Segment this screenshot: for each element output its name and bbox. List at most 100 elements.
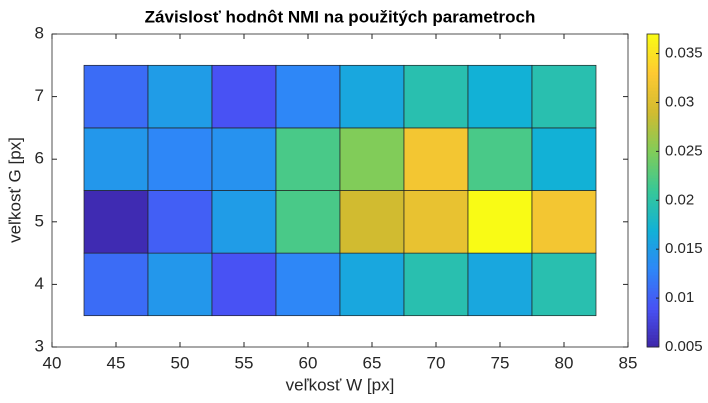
y-tick-label: 4 [35,274,44,293]
colorbar-segment [647,174,659,179]
heatmap-cell [83,127,149,191]
colorbar-segment [647,127,659,132]
colorbar-segment [647,62,659,66]
colorbar-segment [647,249,659,254]
colorbar-segment [647,228,659,232]
y-tick-label: 8 [35,23,44,42]
colorbar-tick-label: 0.01 [665,289,694,306]
heatmap-cell [531,252,597,317]
heatmap-cell [403,64,469,129]
colorbar-segment [647,77,659,82]
colorbar-segment [647,165,659,170]
colorbar-segment [647,237,659,242]
colorbar-segment [647,184,659,188]
y-tick-label: 7 [35,86,44,105]
colorbar-segment [647,40,659,44]
heatmap-cell [211,64,277,129]
colorbar-segment [647,146,659,151]
colorbar-segment [647,265,659,270]
heatmap-cell [467,252,533,317]
colorbar-segment [647,55,659,60]
colorbar-segment [647,340,659,345]
x-tick-label: 80 [555,353,574,372]
colorbar-segment [647,80,659,85]
heatmap-cell [467,64,533,129]
colorbar-segment [647,112,659,116]
colorbar-segment [647,256,659,260]
colorbar-segment [647,171,659,176]
colorbar-segment [647,221,659,226]
colorbar-segment [647,309,659,314]
colorbar-tick-label: 0.015 [665,240,703,257]
heatmap-cell [147,64,213,129]
colorbar-segment [647,337,659,342]
x-tick-label: 50 [171,353,190,372]
heatmap-cell [339,252,405,317]
colorbar-segment [647,281,659,285]
colorbar-segment [647,234,659,238]
colorbar-segment [647,90,659,94]
heatmap-cell [403,127,469,191]
colorbar-segment [647,134,659,138]
colorbar-tick-label: 0.02 [665,191,694,208]
colorbar-segment [647,224,659,229]
colorbar-segment [647,187,659,191]
colorbar-segment [647,271,659,276]
heatmap-cell [531,64,597,129]
heatmap-cell [339,64,405,129]
colorbar-tick-label: 0.035 [665,45,703,62]
colorbar-segment [647,243,659,248]
x-tick-label: 75 [491,353,510,372]
colorbar-segment [647,240,659,245]
colorbar-segment [647,65,659,69]
x-tick-label: 85 [619,353,638,372]
heatmap-cell [403,190,469,254]
colorbar-segment [647,118,659,123]
heatmap-cell [339,190,405,254]
colorbar-segment [647,121,659,126]
heatmap-cell [403,252,469,317]
heatmap-cell [275,190,341,254]
colorbar-segment [647,68,659,73]
colorbar-segment [647,203,659,207]
colorbar-segment [647,328,659,332]
colorbar-segment [647,87,659,91]
axes-box [51,33,629,348]
colorbar-segment [647,325,659,329]
colorbar-segment [647,115,659,120]
colorbar-segment [647,105,659,110]
heatmap-cell [147,127,213,191]
colorbar-segment [647,215,659,220]
colorbar-segment [647,193,659,198]
colorbar-segment [647,159,659,163]
heatmap-cell [211,252,277,317]
colorbar-segment [647,59,659,63]
colorbar-segment [647,218,659,223]
x-tick-label: 60 [299,353,318,372]
colorbar-segment [647,253,659,257]
colorbar-segment [647,37,659,41]
chart-title: Závislosť hodnôt NMI na použitých parame… [145,7,536,26]
y-tick-label: 3 [35,336,44,355]
colorbar-segment [647,296,659,301]
colorbar-segment [647,209,659,213]
heatmap-cell [275,64,341,129]
colorbar-segment [647,52,659,57]
x-tick-label: 40 [43,353,62,372]
heatmap-cell [339,127,405,191]
x-tick-label: 45 [107,353,126,372]
colorbar-segment [647,137,659,141]
colorbar-segment [647,74,659,79]
colorbar-segment [647,199,659,204]
colorbar-segment [647,156,659,160]
colorbar-segment [647,162,659,166]
colorbar-segment [647,181,659,185]
heatmap-cell [467,127,533,191]
colorbar-segment [647,321,659,326]
colorbar-segment [647,149,659,154]
colorbar-segment [647,99,659,104]
heatmap-cell [275,252,341,317]
colorbar-segment [647,306,659,310]
colorbar-segment [647,143,659,148]
